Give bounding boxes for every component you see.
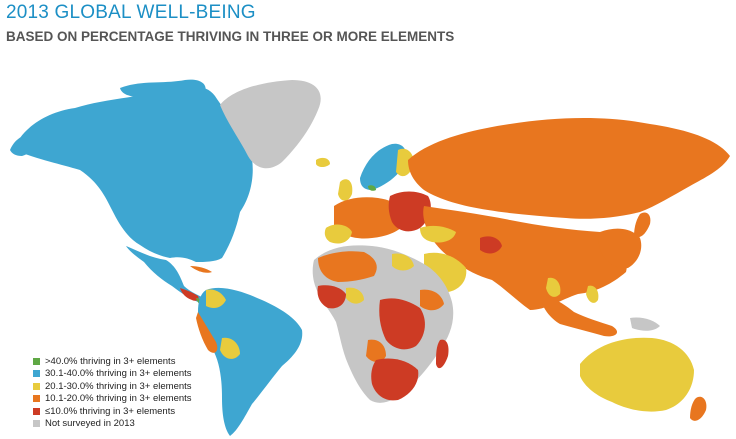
legend-label: 10.1-20.0% thriving in 3+ elements [45,393,192,405]
region-papua [630,317,660,331]
legend-item: 10.1-20.0% thriving in 3+ elements [33,393,192,406]
region-caribbean [190,266,212,273]
legend-swatch-not-surveyed [33,420,40,428]
legend-label: ≤10.0% thriving in 3+ elements [45,405,176,417]
map-subtitle: BASED ON PERCENTAGE THRIVING IN THREE OR… [6,29,455,44]
region-iberia [324,224,352,244]
region-arctic-islands [120,79,206,98]
region-new-zealand [690,396,707,421]
region-uk [338,179,353,201]
region-southern-africa [371,358,419,401]
region-russia [408,118,730,219]
region-india-mongolia-east [598,228,642,269]
region-west-africa [317,285,346,309]
region-central-america [180,288,199,301]
map-title: 2013 GLOBAL WELL-BEING [6,2,256,23]
region-scandinavia [360,143,407,190]
region-iceland [316,157,330,167]
region-thailand [546,277,561,297]
region-southeast-asia [540,296,618,337]
region-madagascar [436,339,449,369]
legend-swatch-gt40 [33,357,40,365]
region-south-america [198,287,303,436]
region-north-africa [318,251,377,282]
region-central-asia [423,206,627,310]
legend-item: >40.0% thriving in 3+ elements [33,355,192,368]
legend-swatch-30-40 [33,370,40,378]
region-angola [366,339,386,362]
region-turkey-caucasus [420,225,456,243]
region-horn-africa [420,289,444,311]
region-east-africa [379,298,425,350]
legend-item: 20.1-30.0% thriving in 3+ elements [33,380,192,393]
region-alaska-tip [10,134,37,156]
legend-item: 30.1-40.0% thriving in 3+ elements [33,368,192,381]
region-afghanistan [480,236,502,254]
world-map [10,79,730,436]
legend-label: 30.1-40.0% thriving in 3+ elements [45,368,192,380]
region-australia [580,337,694,412]
region-denmark [368,185,376,191]
region-west-africa-yellow [346,287,364,304]
legend-label: Not surveyed in 2013 [45,418,135,430]
region-peru [196,312,218,353]
legend-item: Not surveyed in 2013 [33,418,192,431]
region-north-america [14,86,253,262]
region-philippines [586,285,599,303]
region-mexico [126,246,209,305]
legend-label: >40.0% thriving in 3+ elements [45,355,176,367]
legend-label: 20.1-30.0% thriving in 3+ elements [45,380,192,392]
legend-item: ≤10.0% thriving in 3+ elements [33,405,192,418]
region-bolivia [220,337,240,359]
legend-swatch-le10 [33,407,40,415]
region-colombia [206,289,226,308]
region-egypt [392,253,414,271]
legend-swatch-20-30 [33,382,40,390]
legend: >40.0% thriving in 3+ elements 30.1-40.0… [33,355,192,430]
region-greenland [220,80,321,169]
legend-swatch-10-20 [33,395,40,403]
region-eastern-europe [388,191,431,232]
region-japan [634,212,651,238]
